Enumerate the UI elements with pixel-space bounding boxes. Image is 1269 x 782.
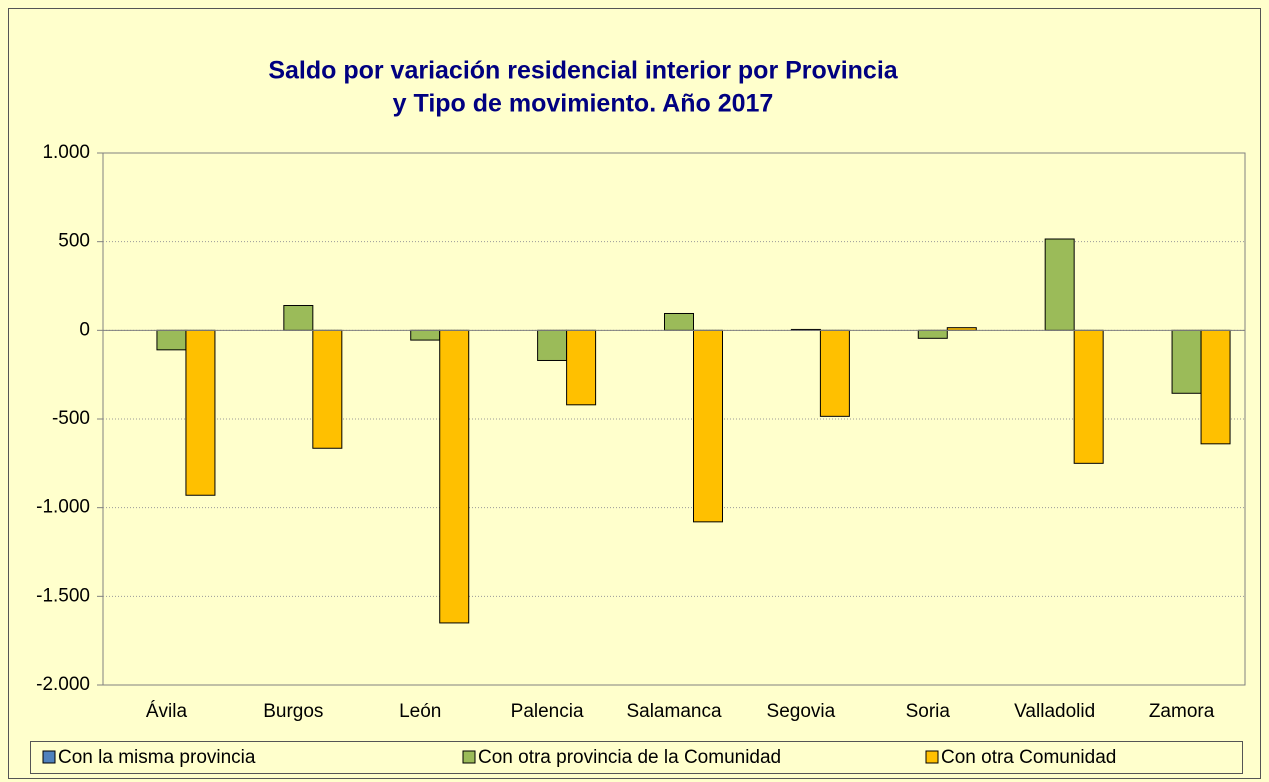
bar (1200, 329, 1231, 445)
bar (566, 329, 597, 406)
bar (156, 329, 187, 351)
bar (312, 329, 343, 449)
bar (664, 312, 694, 331)
bar (819, 329, 850, 417)
legend-label: Con la misma provincia (58, 747, 256, 768)
x-tick-label: León (399, 701, 441, 722)
bar (917, 329, 948, 339)
y-tick-label: 500 (58, 231, 90, 252)
y-tick-label: -1.500 (36, 585, 90, 606)
x-tick-label: Salamanca (626, 701, 721, 722)
bar (1044, 238, 1075, 331)
x-tick-label: Valladolid (1014, 701, 1095, 722)
bar (693, 329, 723, 523)
legend-swatch (462, 750, 476, 764)
bar (283, 305, 314, 331)
y-tick-label: -500 (52, 408, 90, 429)
x-tick-label: Palencia (511, 701, 584, 722)
y-tick-label: -2.000 (36, 674, 90, 695)
y-tick-label: 0 (79, 319, 90, 340)
bar (439, 329, 470, 624)
y-tick-label: 1.000 (42, 142, 90, 163)
chart-subtitle: y Tipo de movimiento. Año 2017 (393, 90, 774, 118)
x-tick-label: Zamora (1149, 701, 1215, 722)
legend-label: Con otra provincia de la Comunidad (478, 747, 781, 768)
bar (185, 329, 216, 496)
legend-swatch (925, 750, 939, 764)
legend-box (30, 741, 1243, 774)
x-tick-label: Segovia (767, 701, 836, 722)
x-tick-label: Soria (906, 701, 951, 722)
bar (537, 329, 568, 361)
y-tick-label: -1.000 (36, 497, 90, 518)
bar (410, 329, 441, 341)
bar (1171, 329, 1202, 394)
x-tick-label: Ávila (146, 701, 188, 722)
bar (1073, 329, 1104, 464)
chart-title: Saldo por variación residencial interior… (268, 57, 898, 85)
legend-label: Con otra Comunidad (941, 747, 1116, 768)
x-tick-label: Burgos (263, 701, 323, 722)
legend-swatch (42, 750, 56, 764)
